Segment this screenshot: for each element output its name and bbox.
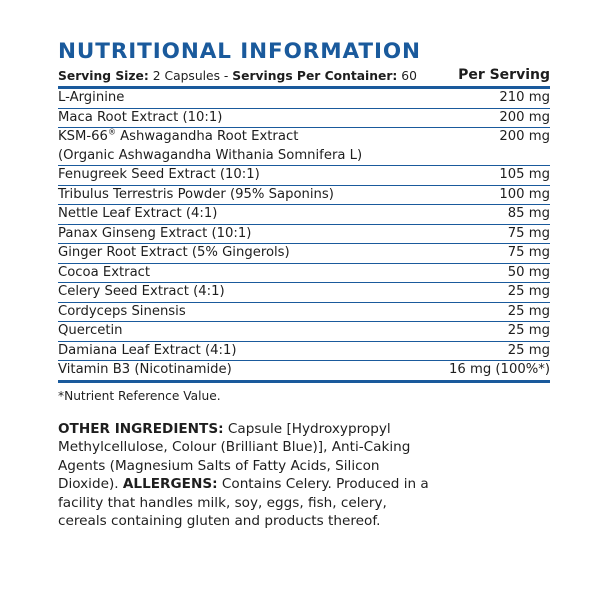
ingredient-amount: 75 mg: [507, 245, 550, 260]
ingredient-name: Nettle Leaf Extract (4:1): [58, 206, 218, 221]
ingredient-amount: 200 mg: [499, 129, 550, 144]
other-ingredients-text: Capsule [Hydroxypropyl Methylcellulose, …: [58, 420, 411, 493]
servings-per-container-label: Servings Per Container:: [232, 69, 398, 83]
ingredient-table: L-Arginine 210 mg Maca Root Extract (10:…: [58, 89, 550, 383]
ingredient-row: Quercetin 25 mg: [58, 322, 550, 342]
ingredient-row: Tribulus Terrestris Powder (95% Saponins…: [58, 186, 550, 205]
ingredient-name-detail: (Organic Ashwagandha Withania Somnifera …: [58, 147, 363, 163]
ingredient-name: Ginger Root Extract (5% Gingerols): [58, 245, 290, 260]
serving-header: Serving Size: 2 Capsules - Servings Per …: [58, 65, 550, 89]
ingredient-amount: 25 mg: [507, 284, 550, 299]
ingredient-amount: 50 mg: [507, 264, 550, 280]
nrv-footnote: *Nutrient Reference Value.: [58, 388, 221, 403]
ingredient-amount: 105 mg: [499, 167, 550, 182]
ingredient-row: Fenugreek Seed Extract (10:1) 105 mg: [58, 166, 550, 186]
ingredient-name: Celery Seed Extract (4:1): [58, 284, 225, 299]
ingredient-name: Quercetin: [58, 323, 123, 338]
panel-title: NUTRITIONAL INFORMATION: [58, 39, 421, 64]
allergens-text: Contains Celery. Produced in a facility …: [58, 476, 429, 530]
ingredient-row: Vitamin B3 (Nicotinamide) 16 mg (100%*): [58, 361, 550, 383]
ingredient-name: L-Arginine: [58, 90, 125, 105]
ingredient-name-main: KSM-66: [58, 129, 108, 144]
ingredient-name: KSM-66® Ashwagandha Root Extract (Organi…: [58, 128, 499, 165]
ingredient-name: Panax Ginseng Extract (10:1): [58, 225, 252, 241]
ingredient-name: Damiana Leaf Extract (4:1): [58, 342, 237, 358]
ingredient-amount: 210 mg: [499, 90, 550, 105]
ingredient-name: Fenugreek Seed Extract (10:1): [58, 167, 260, 182]
ingredient-amount: 75 mg: [507, 225, 550, 241]
other-ingredients-label: OTHER INGREDIENTS:: [58, 420, 224, 437]
ingredient-row: Maca Root Extract (10:1) 200 mg: [58, 109, 550, 128]
allergens-label: ALLERGENS:: [122, 476, 218, 493]
ingredient-amount: 200 mg: [499, 109, 550, 125]
ingredient-row: Nettle Leaf Extract (4:1) 85 mg: [58, 205, 550, 225]
ingredient-amount: 25 mg: [507, 342, 550, 358]
ingredient-name: Maca Root Extract (10:1): [58, 109, 223, 125]
serving-size-label: Serving Size:: [58, 69, 149, 83]
ingredient-amount: 25 mg: [507, 303, 550, 319]
ingredient-row: Damiana Leaf Extract (4:1) 25 mg: [58, 342, 550, 361]
ingredient-row: KSM-66® Ashwagandha Root Extract (Organi…: [58, 128, 550, 166]
ingredient-name: Vitamin B3 (Nicotinamide): [58, 362, 232, 377]
ingredient-amount: 100 mg: [499, 186, 550, 202]
per-serving-header: Per Serving: [458, 67, 550, 83]
registered-mark: ®: [107, 127, 116, 137]
nutrition-panel: NUTRITIONAL INFORMATION Serving Size: 2 …: [58, 40, 550, 545]
serving-info: Serving Size: 2 Capsules - Servings Per …: [58, 68, 417, 84]
ingredient-name: Cocoa Extract: [58, 264, 151, 280]
ingredient-row: Panax Ginseng Extract (10:1) 75 mg: [58, 225, 550, 244]
ingredient-row: Cordyceps Sinensis 25 mg: [58, 303, 550, 322]
ingredient-name: Tribulus Terrestris Powder (95% Saponins…: [58, 186, 334, 202]
other-ingredients: OTHER INGREDIENTS: Capsule [Hydroxypropy…: [58, 420, 438, 532]
ingredient-row: Ginger Root Extract (5% Gingerols) 75 mg: [58, 244, 550, 264]
ingredient-name-rest: Ashwagandha Root Extract: [115, 129, 299, 144]
serving-size-value: 2 Capsules -: [152, 69, 229, 83]
ingredient-amount: 25 mg: [507, 323, 550, 338]
ingredient-amount: 85 mg: [507, 206, 550, 221]
ingredient-name: Cordyceps Sinensis: [58, 303, 186, 319]
ingredient-amount: 16 mg (100%*): [449, 362, 550, 377]
ingredient-row: L-Arginine 210 mg: [58, 89, 550, 109]
ingredient-row: Cocoa Extract 50 mg: [58, 264, 550, 283]
ingredient-row: Celery Seed Extract (4:1) 25 mg: [58, 283, 550, 303]
servings-per-container-value: 60: [401, 69, 417, 83]
